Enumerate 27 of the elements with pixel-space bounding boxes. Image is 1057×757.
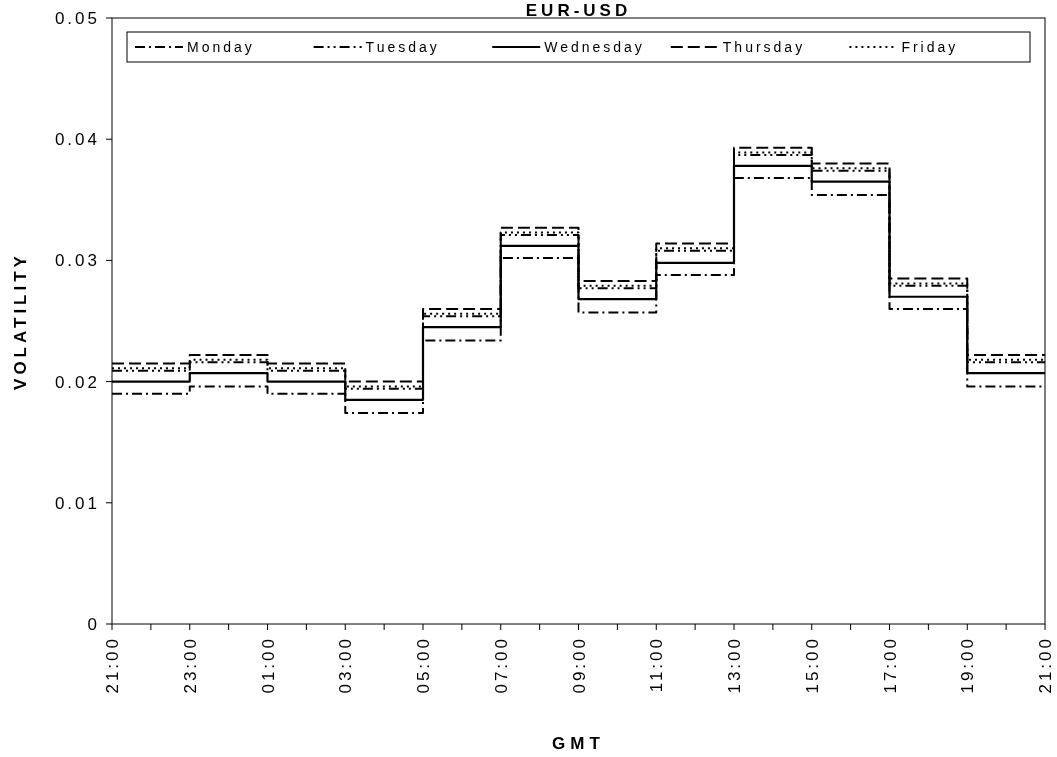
- y-tick-label: 0.01: [54, 493, 100, 513]
- y-tick-label: 0.04: [54, 130, 100, 150]
- x-tick-label: 21:00: [103, 636, 122, 694]
- x-tick-label: 21:00: [1036, 636, 1055, 694]
- y-tick-label: 0: [87, 615, 100, 634]
- legend-label: Monday: [187, 39, 255, 55]
- y-axis-title: VOLATILITY: [11, 252, 30, 390]
- x-tick-label: 11:00: [647, 636, 667, 693]
- x-tick-label: 09:00: [569, 636, 589, 694]
- x-tick-label: 17:00: [880, 636, 900, 694]
- chart-title: EUR-USD: [525, 1, 632, 20]
- legend-label: Tuesday: [365, 39, 440, 55]
- x-axis-title: GMT: [552, 734, 605, 753]
- x-tick-label: 19:00: [958, 636, 978, 694]
- y-tick-label: 0.03: [54, 251, 100, 271]
- x-tick-label: 15:00: [802, 636, 822, 694]
- legend-label: Friday: [901, 39, 959, 55]
- x-tick-label: 07:00: [491, 636, 511, 694]
- y-tick-label: 0.02: [54, 372, 100, 392]
- legend-label: Thursday: [722, 39, 806, 55]
- x-tick-label: 13:00: [725, 636, 744, 694]
- x-tick-label: 01:00: [258, 636, 278, 694]
- x-tick-label: 05:00: [414, 636, 433, 694]
- x-tick-label: 03:00: [336, 636, 356, 694]
- x-tick-label: 23:00: [180, 636, 200, 694]
- y-tick-label: 0.05: [54, 9, 100, 28]
- legend-label: Wednesday: [544, 39, 645, 55]
